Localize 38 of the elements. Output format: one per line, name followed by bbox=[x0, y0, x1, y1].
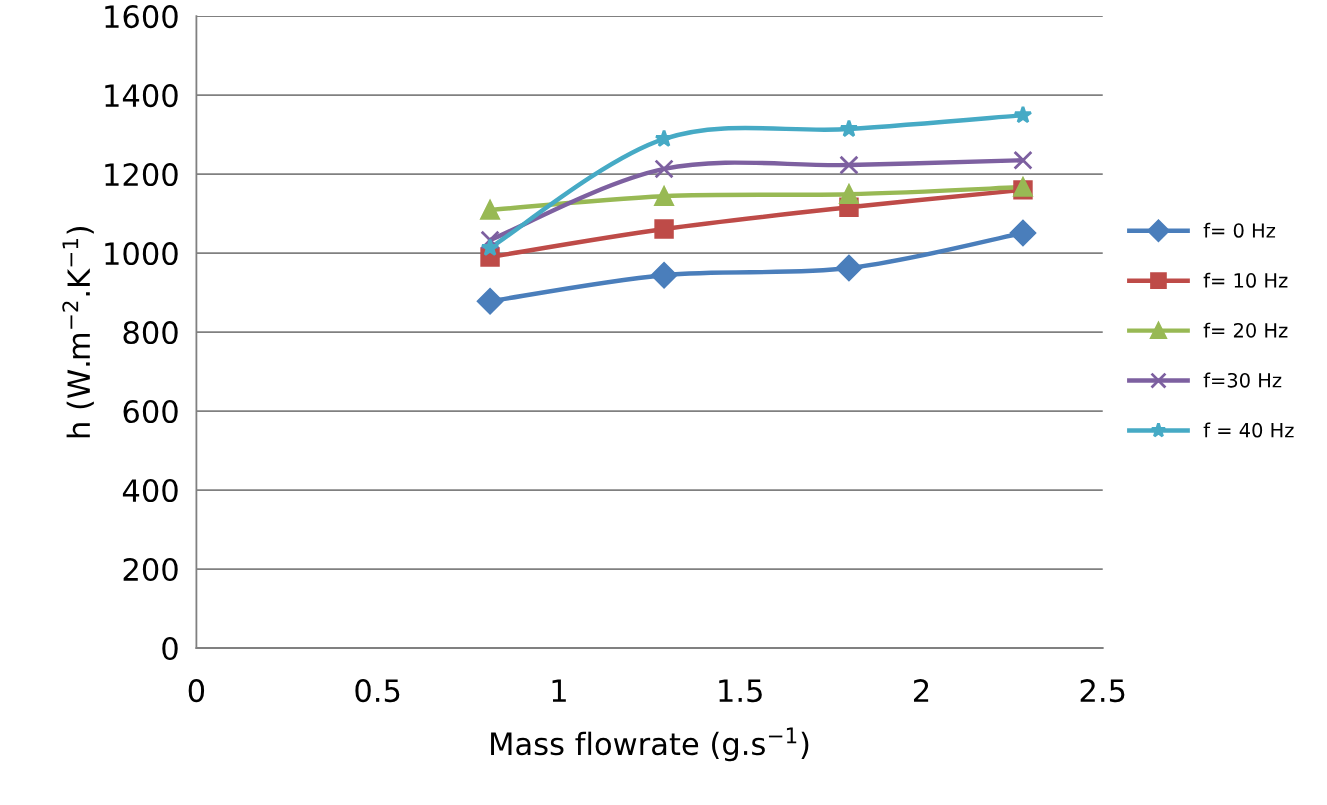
y-tick-label: 1600 bbox=[105, 5, 178, 29]
point bbox=[839, 155, 859, 175]
legend-label: f=30 Hz bbox=[1203, 372, 1282, 388]
point bbox=[476, 288, 504, 315]
point bbox=[839, 119, 859, 138]
point bbox=[650, 262, 678, 289]
x-axis-title: Mass flowrate (g.s$^{−1}$) bbox=[491, 727, 809, 762]
point bbox=[1013, 150, 1033, 170]
point bbox=[654, 186, 674, 206]
point bbox=[654, 129, 674, 148]
point bbox=[839, 184, 859, 204]
legend-label: f= 10 Hz bbox=[1203, 272, 1288, 288]
point bbox=[480, 238, 500, 257]
x-tick-label: 2.5 bbox=[1080, 679, 1125, 703]
y-tick-label: 1400 bbox=[105, 84, 178, 108]
legend-label: f= 0 Hz bbox=[1203, 222, 1276, 238]
point bbox=[1009, 219, 1037, 247]
y-tick-label: 0 bbox=[162, 636, 178, 661]
y-tick-label: 1000 bbox=[105, 242, 178, 266]
x-tick-label: 2 bbox=[913, 679, 929, 702]
x-tick-label: 1.5 bbox=[719, 679, 762, 703]
y-tick-label: 600 bbox=[123, 399, 178, 424]
x-tick-label: 0 bbox=[188, 679, 205, 703]
y-tick-label: 1200 bbox=[105, 163, 178, 187]
y-tick-label: 400 bbox=[122, 478, 178, 503]
x-tick-label: 1 bbox=[552, 679, 566, 702]
y-tick-label: 200 bbox=[123, 557, 178, 582]
legend-label: f= 20 Hz bbox=[1203, 322, 1288, 338]
point bbox=[654, 159, 674, 179]
y-axis-title: h (W.m$^{−2}$.K$^{−1}$) bbox=[62, 226, 94, 438]
point bbox=[480, 200, 500, 220]
x-tick-label: 0.5 bbox=[355, 679, 400, 703]
point bbox=[480, 230, 500, 250]
legend-label: f = 40 Hz bbox=[1203, 422, 1294, 438]
point bbox=[835, 254, 863, 282]
point bbox=[654, 219, 674, 239]
point bbox=[1013, 105, 1033, 124]
y-tick-label: 800 bbox=[123, 320, 178, 345]
